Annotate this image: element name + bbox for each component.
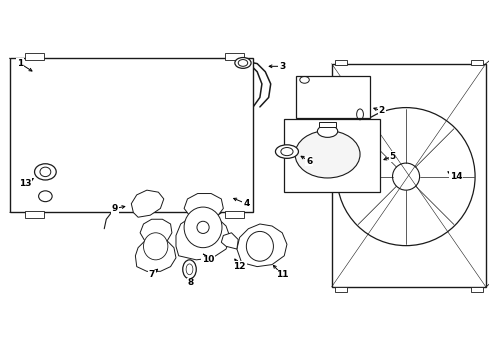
Bar (335, 59, 346, 65)
Bar (471, 59, 483, 65)
Ellipse shape (295, 131, 360, 178)
Text: 4: 4 (243, 199, 249, 208)
Bar (25, 211, 44, 218)
Ellipse shape (184, 207, 222, 248)
Ellipse shape (318, 125, 338, 138)
Text: 11: 11 (276, 270, 289, 279)
Text: 9: 9 (112, 204, 118, 213)
Bar (9, 58, 253, 212)
Text: 1: 1 (17, 59, 24, 68)
Polygon shape (176, 194, 230, 260)
Text: 10: 10 (201, 255, 214, 264)
Bar (25, 53, 44, 59)
Bar (225, 211, 244, 218)
Ellipse shape (144, 233, 168, 260)
Ellipse shape (246, 231, 273, 261)
Bar (471, 287, 483, 292)
Bar (332, 64, 486, 287)
Bar (319, 122, 336, 127)
Text: 3: 3 (279, 62, 285, 71)
Bar (284, 119, 380, 192)
Text: 7: 7 (148, 270, 155, 279)
Polygon shape (135, 219, 176, 271)
Text: 5: 5 (390, 152, 395, 161)
Text: 14: 14 (450, 172, 463, 181)
Text: 6: 6 (306, 157, 313, 166)
Ellipse shape (235, 58, 251, 68)
Ellipse shape (197, 221, 209, 233)
Bar (225, 53, 244, 59)
Polygon shape (221, 233, 238, 249)
Text: 12: 12 (233, 262, 246, 271)
Text: 13: 13 (19, 179, 31, 188)
Ellipse shape (35, 164, 56, 180)
Text: 2: 2 (379, 107, 385, 116)
Ellipse shape (39, 191, 52, 202)
Text: 8: 8 (188, 278, 194, 287)
Ellipse shape (183, 260, 196, 279)
Bar (296, 76, 370, 118)
Bar (335, 287, 346, 292)
Polygon shape (131, 190, 164, 217)
Polygon shape (237, 224, 287, 267)
Ellipse shape (275, 145, 298, 158)
